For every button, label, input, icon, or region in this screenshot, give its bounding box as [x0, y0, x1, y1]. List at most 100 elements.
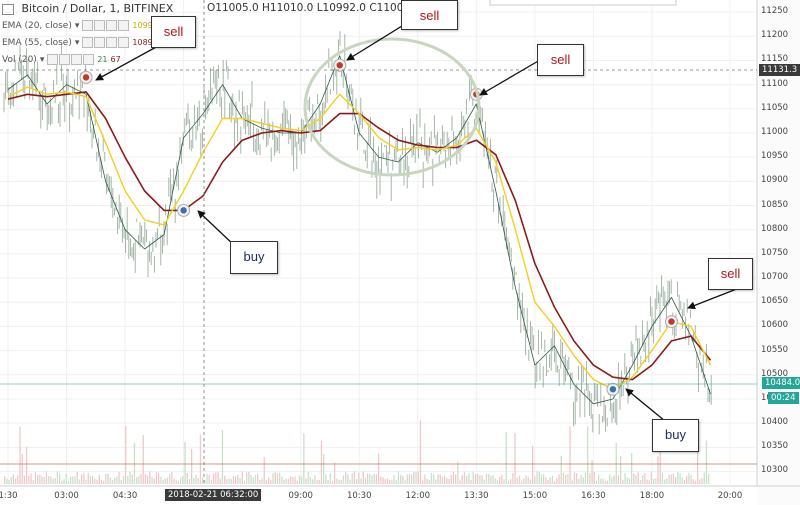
chevron-down-icon[interactable]: ▾: [39, 54, 45, 65]
volume-bar: [527, 477, 529, 484]
volume-bar: [468, 473, 470, 484]
indicator-controls[interactable]: [82, 20, 130, 31]
volume-bar: [171, 471, 173, 484]
volume-bar: [254, 475, 257, 484]
volume-bar: [617, 475, 620, 484]
volume-bar: [351, 473, 353, 484]
volume-bar: [628, 478, 631, 484]
volume-bar: [243, 480, 246, 484]
volume-bar: [248, 471, 250, 484]
volume-bar: [382, 477, 384, 484]
volume-bar: [380, 476, 382, 484]
volume-bar: [180, 477, 182, 484]
volume-bar: [61, 480, 63, 484]
volume-bar: [534, 476, 536, 484]
volume-bar: [426, 478, 428, 484]
volume-bar: [241, 471, 243, 484]
ohlc-high: H11010.0: [262, 2, 314, 14]
volume-bar: [268, 477, 270, 484]
volume-bar: [206, 473, 208, 484]
volume-bar: [96, 479, 98, 484]
volume-bar: [422, 480, 424, 484]
volume-bar: [439, 474, 441, 484]
volume-bar: [518, 475, 521, 484]
volume-bar: [435, 479, 437, 484]
volume-bar: [578, 478, 580, 484]
volume-bar: [45, 471, 48, 484]
volume-bar: [580, 474, 582, 484]
indicator-vol[interactable]: Vol (20) ▾ 21 67: [2, 54, 121, 65]
volume-bar: [593, 471, 595, 484]
crosshair-price-tag: 11131.3: [759, 64, 800, 76]
indicator-controls[interactable]: [47, 54, 95, 65]
volume-bars: [0, 420, 757, 484]
chevron-down-icon[interactable]: ▾: [74, 37, 80, 48]
volume-bar: [424, 474, 426, 484]
price-tick-label: 11200: [761, 30, 789, 41]
price-tick-label: 10850: [761, 199, 789, 210]
volume-bar: [147, 475, 149, 484]
volume-bar: [186, 472, 188, 484]
ema-fast-line: [7, 86, 712, 390]
volume-bar: [237, 474, 239, 484]
volume-bar: [664, 479, 666, 484]
price-tick-label: 10550: [761, 344, 789, 355]
volume-bar: [336, 478, 338, 484]
volume-bar: [191, 449, 193, 484]
volume-bar: [545, 477, 547, 484]
volume-bar: [408, 473, 411, 484]
volume-bar: [411, 474, 413, 484]
volume-bar: [444, 475, 446, 484]
volume-bar: [604, 480, 606, 484]
volume-bar: [32, 480, 34, 484]
volume-bar: [567, 474, 569, 484]
ohlc-open: O11005.0: [207, 2, 259, 14]
volume-bar: [131, 474, 133, 484]
volume-bar: [70, 476, 72, 484]
volume-bar: [393, 475, 395, 484]
volume-bar: [389, 479, 391, 484]
volume-bar: [446, 478, 448, 484]
volume-bar: [188, 478, 191, 484]
volume-bar: [536, 471, 538, 484]
volume-bar: [345, 471, 347, 484]
volume-bar: [197, 478, 199, 484]
volume-bar: [483, 479, 485, 484]
volume-bar: [89, 476, 92, 484]
volume-bar: [510, 479, 512, 484]
volume-bar: [514, 432, 516, 484]
volume-bar: [657, 456, 659, 484]
sell-callout-1: sell: [151, 16, 196, 48]
volume-bar: [184, 441, 186, 484]
volume-bar: [466, 475, 468, 484]
volume-bar: [34, 472, 37, 484]
volume-bar: [140, 473, 142, 484]
volume-bar: [378, 453, 380, 484]
volume-bar: [358, 473, 360, 484]
indicator-label: EMA (20, close): [2, 20, 72, 31]
volume-bar: [562, 472, 565, 484]
indicator-ema20[interactable]: EMA (20, close) ▾ 10993: [2, 20, 158, 31]
volume-bar: [72, 476, 74, 484]
buy-marker-dot: [609, 386, 617, 393]
time-tick-label: 16:30: [581, 491, 606, 501]
volume-bar: [100, 479, 103, 484]
volume-bar: [639, 480, 642, 484]
volume-bar: [397, 471, 400, 484]
price-tick-label: 10600: [761, 320, 789, 331]
volume-bar: [210, 479, 213, 484]
menu-icon[interactable]: [2, 3, 14, 15]
indicator-ema55[interactable]: EMA (55, close) ▾ 10893: [2, 37, 158, 48]
volume-bar: [26, 446, 28, 484]
price-line: [7, 55, 711, 405]
indicator-controls[interactable]: [82, 37, 130, 48]
volume-bar: [107, 473, 109, 484]
volume-bar: [615, 442, 617, 484]
volume-bar: [56, 471, 59, 484]
chevron-down-icon[interactable]: ▾: [74, 20, 80, 31]
volume-bar: [338, 479, 340, 484]
volume-bar: [668, 474, 670, 484]
volume-bar: [85, 480, 87, 484]
